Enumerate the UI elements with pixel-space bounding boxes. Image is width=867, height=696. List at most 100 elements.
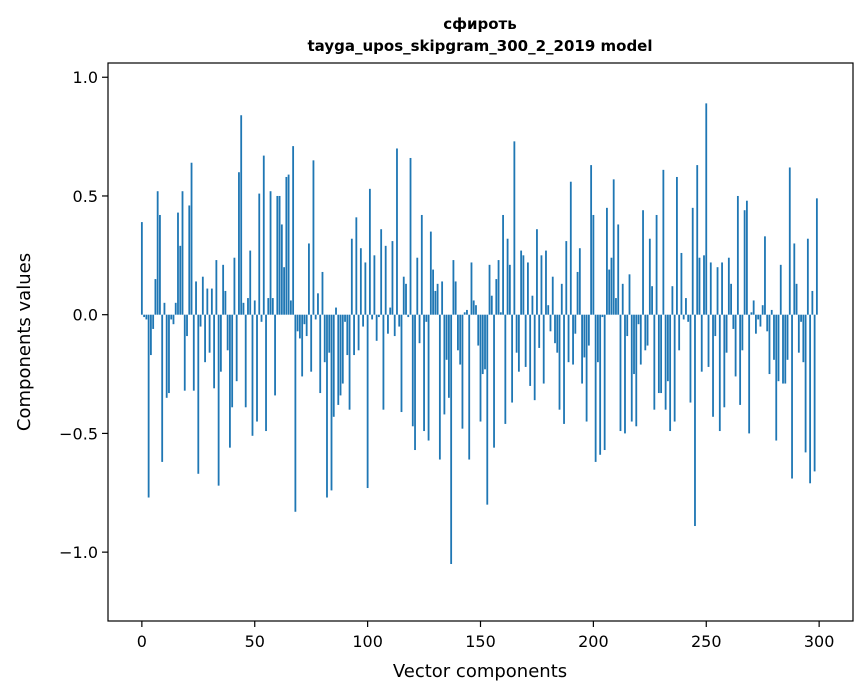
bar-240 [682, 314, 685, 320]
y-tick-label: 0.5 [73, 187, 98, 206]
bar-137 [450, 314, 453, 565]
bar-192 [574, 314, 577, 334]
bar-11 [165, 314, 168, 398]
bar-1 [143, 314, 146, 318]
bar-103 [373, 255, 376, 315]
bar-169 [522, 255, 525, 315]
bar-238 [678, 314, 681, 351]
bar-23 [192, 314, 195, 391]
bar-98 [362, 314, 365, 327]
bar-7 [156, 191, 159, 315]
chart-title-line2: tayga_upos_skipgram_300_2_2019 model [308, 37, 653, 55]
bar-67 [292, 146, 295, 315]
bar-228 [655, 214, 658, 315]
bar-129 [432, 269, 434, 315]
x-tick-label: 250 [691, 632, 722, 651]
bar-175 [536, 229, 538, 315]
bar-117 [405, 283, 407, 315]
bar-96 [357, 314, 360, 351]
y-tick-label: 0.0 [73, 306, 98, 325]
bar-26 [199, 314, 202, 327]
bar-19 [183, 314, 186, 391]
bar-138 [452, 260, 455, 315]
bar-235 [671, 286, 674, 315]
bar-133 [441, 281, 444, 315]
bar-2 [145, 314, 148, 320]
bar-294 [804, 314, 807, 453]
bar-130 [434, 290, 437, 315]
bar-295 [806, 238, 809, 315]
x-tick-label: 0 [137, 632, 147, 651]
bar-266 [741, 314, 744, 351]
bar-107 [382, 314, 385, 410]
bar-91 [346, 314, 349, 356]
bar-93 [350, 238, 353, 315]
bar-160 [502, 214, 504, 315]
bar-27 [201, 276, 204, 315]
bar-221 [639, 314, 642, 365]
bar-272 [755, 314, 757, 334]
bar-195 [581, 314, 583, 384]
bar-124 [420, 214, 423, 315]
bar-184 [556, 314, 559, 353]
bar-101 [368, 188, 371, 315]
bar-290 [795, 283, 798, 315]
bar-71 [301, 314, 304, 377]
bar-81 [323, 314, 326, 363]
bar-94 [353, 314, 355, 356]
bar-210 [615, 298, 617, 315]
bar-118 [407, 314, 410, 318]
bar-106 [380, 229, 383, 315]
bar-9 [161, 314, 164, 462]
bar-224 [646, 314, 649, 346]
bar-55 [265, 314, 267, 432]
bar-158 [497, 260, 500, 315]
bar-38 [226, 314, 229, 351]
bar-58 [271, 298, 274, 315]
bar-70 [298, 314, 301, 339]
bar-176 [538, 314, 541, 348]
bar-47 [247, 298, 249, 315]
bar-211 [617, 224, 620, 315]
bar-8 [159, 214, 161, 315]
bar-154 [488, 264, 491, 315]
bar-230 [660, 314, 663, 394]
bar-6 [154, 279, 157, 315]
bar-155 [490, 295, 493, 315]
bar-59 [274, 314, 276, 396]
bar-202 [596, 314, 599, 363]
bar-74 [308, 243, 310, 315]
bar-282 [777, 314, 780, 382]
bar-268 [745, 200, 748, 315]
bar-78 [317, 293, 319, 315]
bar-92 [348, 314, 351, 410]
bar-159 [499, 312, 502, 315]
bar-285 [784, 314, 787, 384]
bar-139 [454, 281, 457, 315]
bar-188 [565, 241, 568, 315]
bar-262 [732, 314, 735, 329]
bar-84 [330, 314, 333, 491]
bar-87 [337, 314, 340, 405]
bar-226 [651, 286, 653, 315]
bar-237 [676, 176, 678, 315]
bar-273 [757, 314, 760, 320]
bar-199 [590, 165, 593, 315]
bar-120 [411, 314, 414, 427]
bar-203 [599, 314, 602, 455]
bar-83 [328, 314, 331, 353]
bar-75 [310, 314, 313, 372]
bar-283 [779, 264, 782, 315]
bar-246 [696, 165, 699, 315]
bar-125 [423, 314, 425, 432]
bar-293 [802, 314, 805, 363]
bar-242 [687, 314, 690, 322]
y-axis-label: Components values [14, 253, 35, 431]
bar-151 [481, 314, 484, 375]
bar-64 [285, 176, 288, 315]
bar-89 [341, 314, 344, 384]
bar-42 [235, 314, 238, 382]
bar-21 [188, 205, 191, 315]
bar-20 [186, 314, 188, 337]
bar-28 [204, 314, 206, 363]
